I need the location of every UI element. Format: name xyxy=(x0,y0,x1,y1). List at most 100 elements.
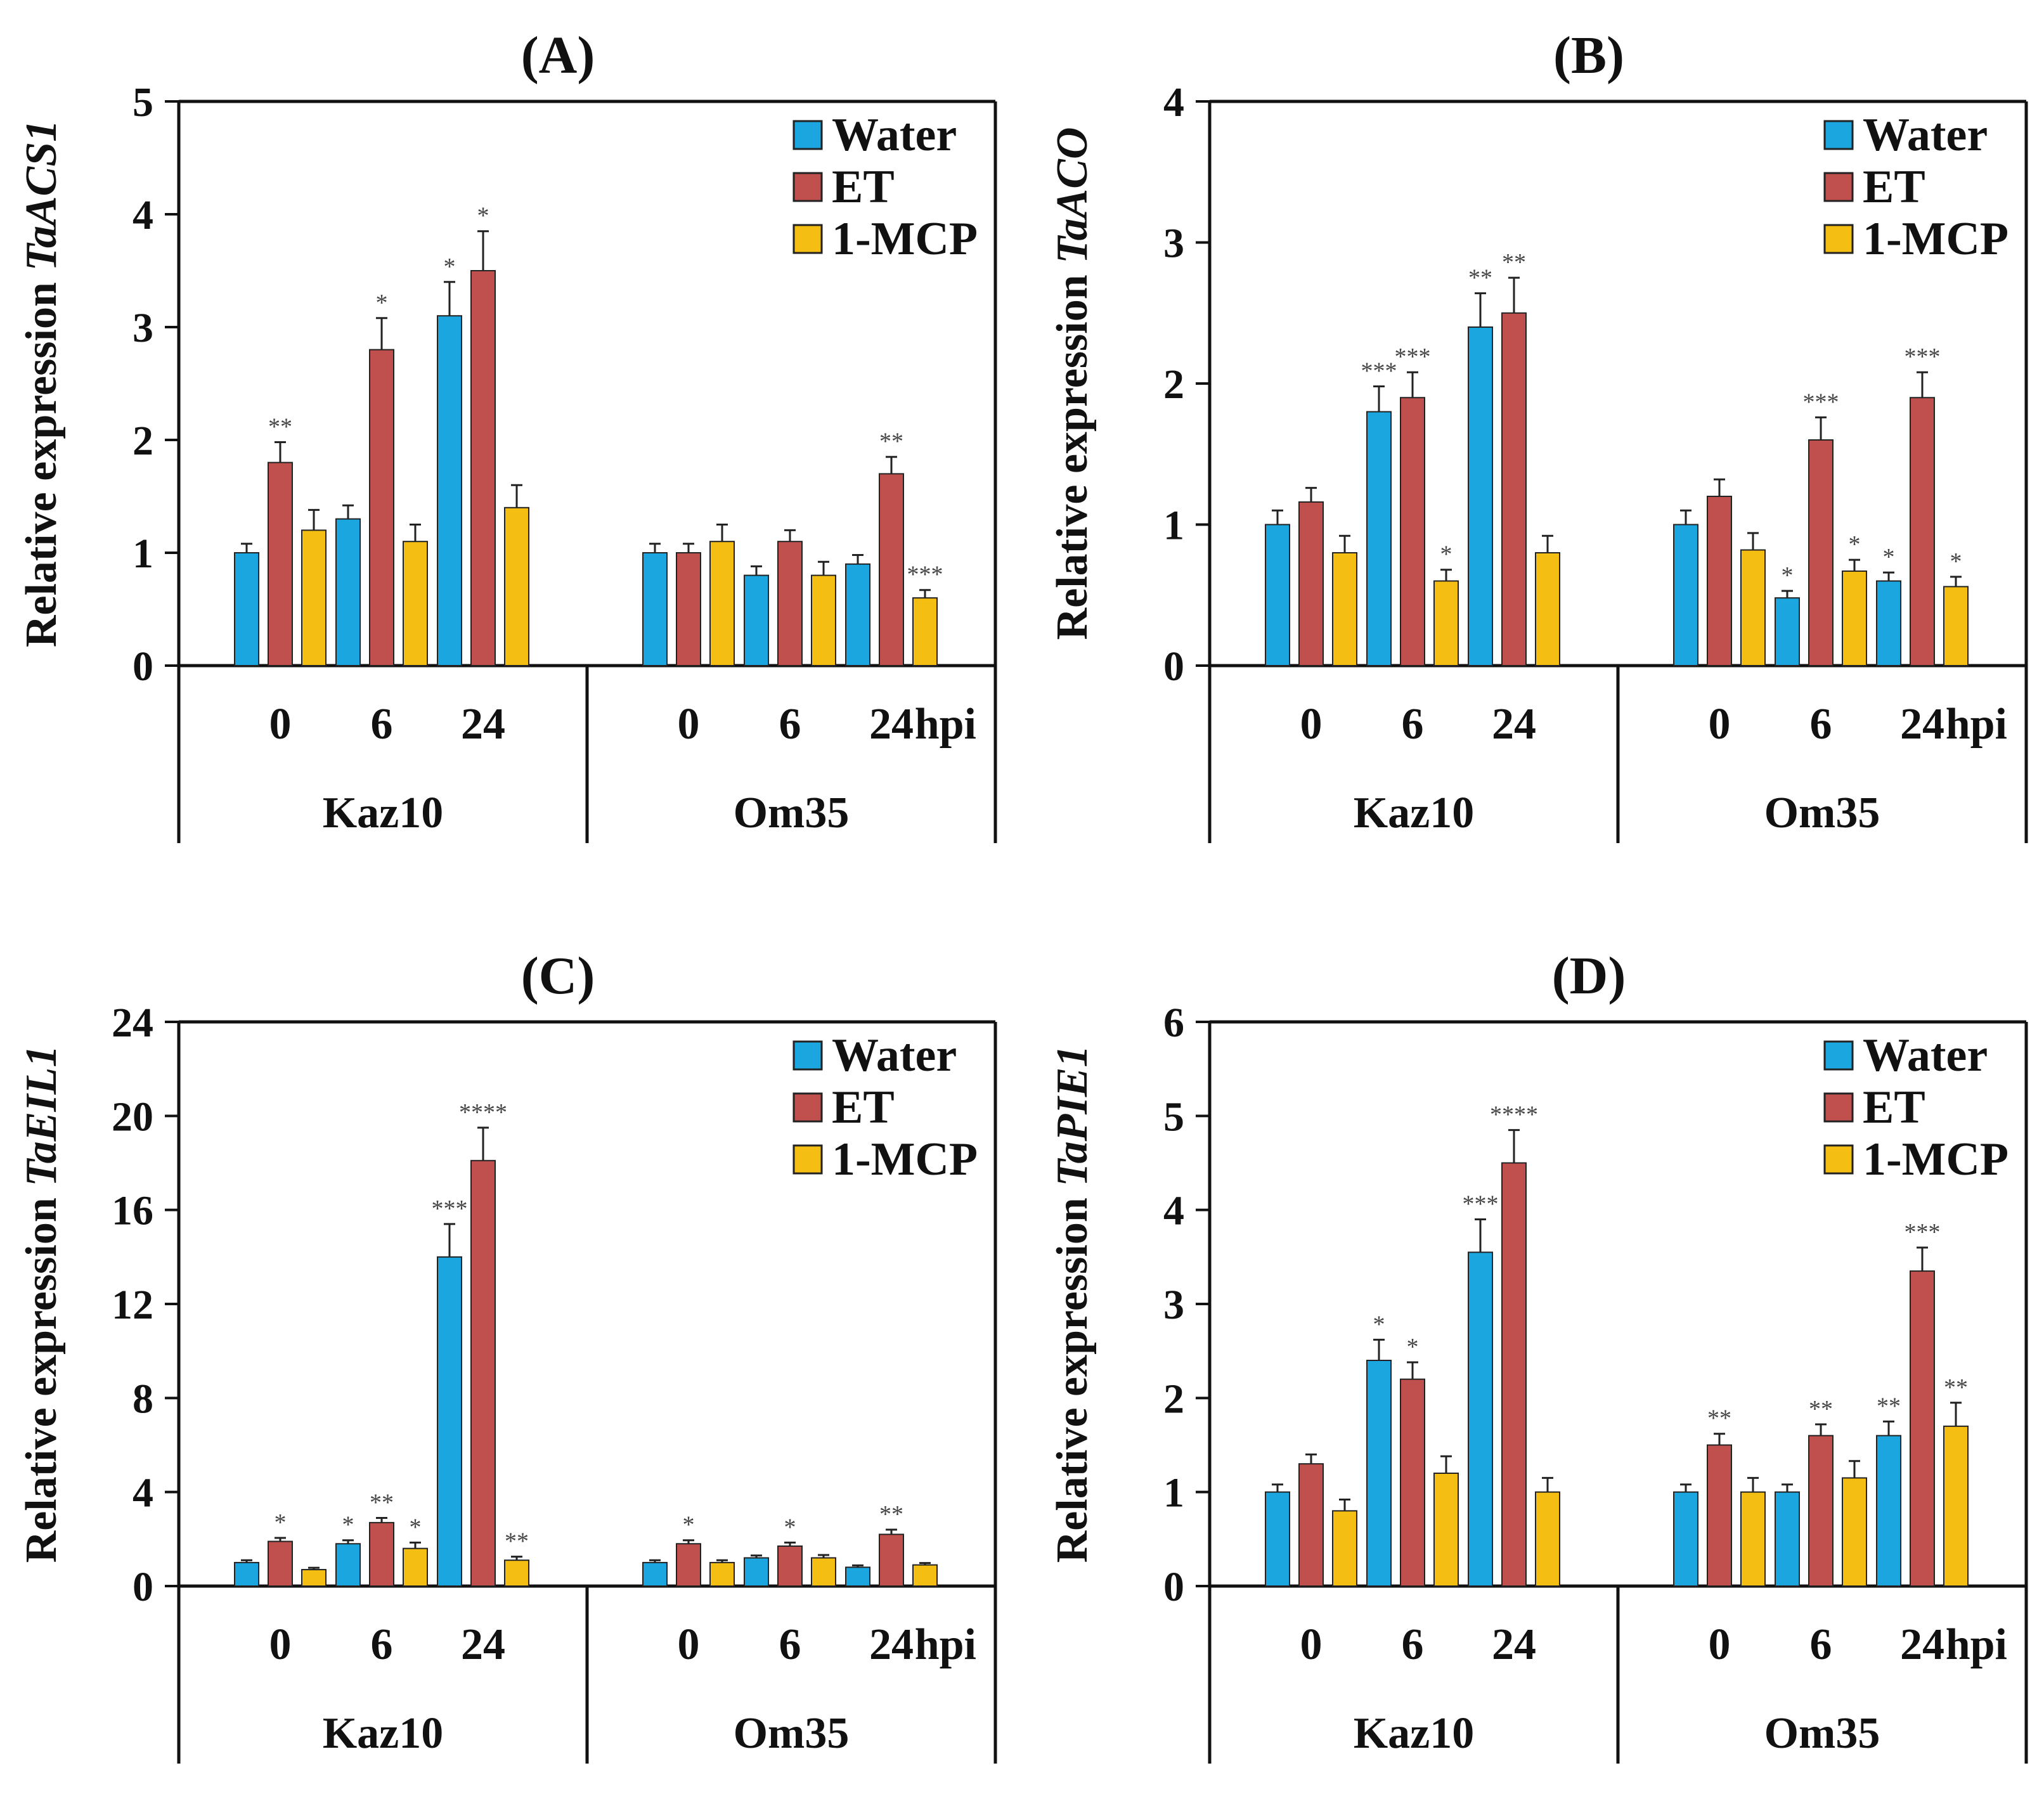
significance-label: ** xyxy=(1944,1374,1968,1401)
bar-1mcp xyxy=(1433,580,1459,666)
significance-label: * xyxy=(784,1514,796,1540)
bar-water xyxy=(234,552,259,666)
y-tick-label: 4 xyxy=(133,192,153,238)
significance-label: *** xyxy=(1463,1191,1499,1218)
significance-label: * xyxy=(1782,562,1794,589)
legend-label: Water xyxy=(1863,1029,1988,1081)
y-tick-label: 4 xyxy=(133,1470,153,1516)
time-label: 24 xyxy=(461,1620,505,1669)
time-label: 0 xyxy=(269,1620,292,1669)
gene-name: TaACO xyxy=(1048,127,1097,264)
time-label: 0 xyxy=(678,1620,700,1669)
legend-swatch-1mcp xyxy=(1823,1144,1854,1175)
bar-1mcp xyxy=(1740,549,1766,666)
time-label: 24 xyxy=(1900,1620,1944,1669)
bar-et xyxy=(1298,501,1324,667)
y-tick-label: 4 xyxy=(1163,1188,1184,1234)
bar-et xyxy=(1400,1378,1425,1587)
significance-label: * xyxy=(1407,1334,1419,1360)
y-axis-label: Relative expression TaACO xyxy=(1048,127,1097,640)
significance-label: * xyxy=(376,290,388,316)
bar-water xyxy=(1265,1491,1290,1587)
y-axis-label-text: Relative expression xyxy=(1048,264,1097,640)
legend-swatch-water xyxy=(792,1040,823,1071)
y-tick-label: 3 xyxy=(1163,221,1184,267)
bar-1mcp xyxy=(1943,1425,1969,1587)
y-tick-label: 2 xyxy=(133,418,153,464)
legend-label: Water xyxy=(832,109,957,161)
y-tick-label: 1 xyxy=(1163,1470,1184,1516)
y-axis-label-text: Relative expression xyxy=(17,1187,66,1563)
legend-label: 1-MCP xyxy=(832,1133,978,1185)
group-label: Om35 xyxy=(734,789,850,837)
y-tick-label: 24 xyxy=(112,1000,153,1046)
bar-1mcp xyxy=(1943,586,1969,667)
legend-swatch-et xyxy=(792,1092,823,1123)
significance-label: **** xyxy=(1490,1102,1538,1128)
bar-1mcp xyxy=(403,541,428,667)
bar-et xyxy=(369,1521,394,1587)
legend-label: ET xyxy=(832,1081,895,1133)
y-tick-label: 4 xyxy=(1163,79,1184,126)
significance-label: * xyxy=(275,1509,287,1536)
bar-et xyxy=(1707,1444,1732,1587)
y-tick-label: 0 xyxy=(1163,1564,1184,1610)
bar-water xyxy=(744,1557,769,1587)
y-axis-label: Relative expression TaACS1 xyxy=(17,120,66,647)
significance-label: ** xyxy=(1502,249,1526,276)
gene-name: TaPIE1 xyxy=(1048,1045,1097,1187)
y-tick-label: 8 xyxy=(133,1376,153,1422)
legend-label: 1-MCP xyxy=(1863,213,2008,265)
significance-label: * xyxy=(1373,1311,1385,1338)
significance-label: *** xyxy=(1361,358,1397,384)
time-unit-label: hpi xyxy=(915,1620,976,1669)
legend-swatch-et xyxy=(792,172,823,202)
time-label: 6 xyxy=(1810,1620,1832,1669)
legend-swatch-et xyxy=(1823,1092,1854,1123)
time-label: 6 xyxy=(371,700,393,749)
significance-label: *** xyxy=(1905,344,1941,370)
bar-water xyxy=(437,1256,462,1587)
significance-label: * xyxy=(1883,544,1895,571)
bar-water xyxy=(845,1566,870,1587)
y-tick-label: 16 xyxy=(112,1188,153,1234)
legend-swatch-1mcp xyxy=(792,224,823,254)
bar-et xyxy=(879,1533,904,1587)
significance-label: ** xyxy=(1707,1405,1731,1432)
bar-water xyxy=(1775,1491,1800,1587)
time-label: 24 xyxy=(1492,1620,1536,1669)
bar-1mcp xyxy=(709,1561,735,1587)
y-tick-label: 2 xyxy=(1163,361,1184,408)
significance-label: * xyxy=(477,203,489,229)
legend-swatch-1mcp xyxy=(1823,224,1854,254)
bar-1mcp xyxy=(912,597,938,667)
y-tick-label: 0 xyxy=(133,643,153,690)
significance-label: ** xyxy=(268,414,292,441)
bar-1mcp xyxy=(301,529,327,667)
bar-et xyxy=(1501,312,1527,666)
legend-swatch-1mcp xyxy=(792,1144,823,1175)
legend-label: ET xyxy=(1863,161,1925,213)
bar-et xyxy=(470,1159,496,1587)
panel-A: (A)Relative expression TaACS1012345**0*6… xyxy=(17,26,997,843)
group-label: Kaz10 xyxy=(1354,1709,1475,1758)
bar-et xyxy=(268,461,293,666)
y-axis-label-text: Relative expression xyxy=(1048,1187,1097,1563)
bar-1mcp xyxy=(811,1557,836,1587)
bar-1mcp xyxy=(709,541,735,667)
bar-water xyxy=(335,518,361,666)
time-unit-label: hpi xyxy=(1946,1620,2007,1669)
significance-label: *** xyxy=(907,562,943,588)
time-label: 0 xyxy=(678,700,700,749)
time-label: 0 xyxy=(1709,700,1731,749)
bar-water xyxy=(1265,524,1290,666)
significance-label: * xyxy=(1950,548,1962,575)
y-tick-label: 20 xyxy=(112,1094,153,1140)
bar-et xyxy=(1298,1463,1324,1587)
bar-et xyxy=(1400,397,1425,666)
bar-1mcp xyxy=(1332,1510,1357,1587)
panel-title: (B) xyxy=(1553,26,1624,85)
bar-et xyxy=(777,1545,803,1587)
significance-label: *** xyxy=(1395,344,1431,370)
